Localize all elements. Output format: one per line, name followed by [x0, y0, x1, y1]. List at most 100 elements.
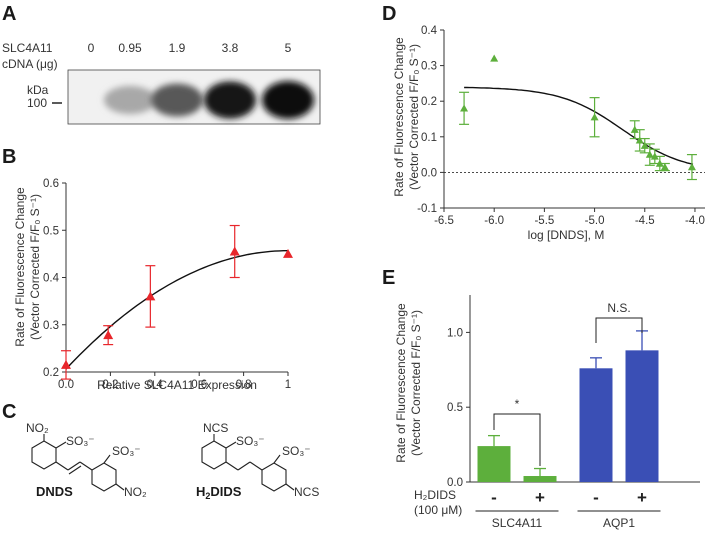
- panel-e-letter: E: [382, 267, 395, 289]
- panel-d-point-5: [640, 141, 649, 149]
- panel-b-plot: 0.0 0.2 0.4 0.6 0.8 10.20.30.40.50.6: [43, 178, 293, 391]
- dnds-bond: [55, 461, 69, 471]
- panel-d-y-tick-label-0: -0.1: [417, 203, 437, 215]
- panel-d: D Rate of Fluorescence Change (Vector Co…: [382, 3, 705, 242]
- lane-label-4: 5: [285, 41, 292, 55]
- dnds-so3-1: SO₃⁻: [66, 434, 95, 448]
- bar-SLC4A11-plus: [523, 476, 557, 482]
- panel-e-y-tick-label-0: 0.0: [447, 477, 463, 489]
- panel-b-x-tick-label-2: 0.4: [147, 379, 164, 391]
- panel-a-row-label-2: cDNA (μg): [2, 57, 58, 71]
- band-lane-3: [204, 81, 256, 119]
- panel-c: C NO₂ SO₃⁻ SO₃⁻ NO₂ DNDS: [2, 401, 319, 501]
- panel-e-y-tick-label-1: 0.5: [447, 402, 463, 414]
- panel-d-x-tick-label-3: -5.0: [585, 215, 605, 227]
- panel-b-x-tick-label-0: 0.0: [58, 379, 74, 391]
- dnds-double-bond-2: [68, 465, 82, 475]
- bar-AQP1-plus: [625, 350, 659, 482]
- bar-3-condition-label: +: [637, 488, 647, 507]
- group-label-1: AQP1: [603, 516, 635, 530]
- panel-b-x-tick-label-3: 0.6: [191, 379, 207, 391]
- panel-d-letter: D: [382, 3, 396, 25]
- panel-b-y-tick-label-3: 0.5: [43, 225, 59, 237]
- panel-e-ylabel-2: (Vector Corrected F/F₀ S⁻¹): [409, 310, 423, 456]
- panel-b-point-0: [61, 359, 71, 369]
- panel-e-inhibitor-label-2: (100 μM): [414, 503, 462, 517]
- panel-d-plot: -6.5 -6.0 -5.5 -5.0 -4.5 -4.0 -0.1 0.0 0.1 0.2 0.3…: [417, 25, 705, 227]
- dnds-so3-bond-1: [55, 441, 67, 449]
- panel-b-fit-curve: [65, 250, 288, 370]
- dnds-no2-2: NO₂: [124, 485, 147, 499]
- panel-b-y-tick-label-1: 0.3: [43, 320, 59, 332]
- panel-b-x-tick-label-4: 0.8: [236, 379, 252, 391]
- h2dids-so3-bond-1: [225, 441, 237, 449]
- panel-b-point-1: [103, 330, 114, 340]
- panel-b-x-tick-label-1: 0.2: [102, 379, 118, 391]
- bar-1-condition-label: +: [535, 488, 545, 507]
- panel-d-y-tick-label-2: 0.1: [421, 132, 437, 144]
- group-label-0: SLC4A11: [492, 516, 543, 530]
- panel-d-point-10: [687, 163, 696, 171]
- dnds-no2-bond-2: [115, 483, 125, 491]
- panel-e-y-tick-label-2: 1.0: [447, 327, 463, 339]
- dnds-double-bond-1: [67, 461, 81, 471]
- bar-0-condition-label: -: [491, 488, 497, 507]
- panel-d-point-2: [590, 113, 599, 121]
- h2dids-structure: [201, 434, 295, 492]
- lane-label-3: 3.8: [222, 41, 239, 55]
- panel-d-point-4: [635, 136, 644, 144]
- h2dids-so3-1: SO₃⁻: [236, 434, 265, 448]
- panel-d-x-tick-label-4: -4.5: [635, 215, 655, 227]
- panel-b-ylabel-2: (Vector Corrected F/F₀ S⁻¹): [28, 194, 42, 340]
- panel-d-y-tick-label-1: 0.0: [421, 167, 437, 179]
- panel-a-lane-labels: 0 0.95 1.9 3.8 5: [88, 41, 292, 55]
- dnds-name: DNDS: [36, 484, 73, 499]
- panel-d-ylabel-2: (Vector Corrected F/F₀ S⁻¹): [407, 44, 421, 190]
- lane-label-2: 1.9: [169, 41, 186, 55]
- panel-a-marker-label: 100: [27, 96, 47, 110]
- band-lane-4: [262, 81, 314, 119]
- dnds-bond-2: [79, 461, 93, 471]
- panel-d-ylabel-1: Rate of Fluorescence Change: [392, 37, 406, 197]
- h2dids-ncs-bond-2: [285, 483, 295, 491]
- band-lane-1: [104, 85, 156, 115]
- h2dids-so3-bond-2: [273, 454, 281, 464]
- panel-d-point-7: [650, 152, 659, 160]
- dnds-so3-2: SO₃⁻: [112, 444, 141, 458]
- h2dids-name-sub: 2: [205, 491, 210, 501]
- panel-b: B Rate of Fluorescence Change (Vector Co…: [2, 146, 293, 392]
- h2dids-ncs-2: NCS: [294, 485, 319, 499]
- panel-d-point-8: [655, 159, 664, 167]
- panel-d-point-1: [490, 54, 499, 62]
- panel-d-x-tick-label-5: -4.0: [685, 215, 705, 227]
- panel-d-point-9: [660, 163, 669, 171]
- bar-SLC4A11-minus: [477, 446, 511, 482]
- panel-a: A SLC4A11 cDNA (μg) 0 0.95 1.9 3.8 5 kDa 100: [2, 3, 321, 125]
- panel-d-xlabel: log [DNDS], M: [528, 228, 605, 242]
- panel-d-point-0: [460, 104, 469, 112]
- h2dids-ring-2: [261, 462, 287, 492]
- bar-2-condition-label: -: [593, 488, 599, 507]
- panel-b-ylabel-1: Rate of Fluorescence Change: [13, 187, 27, 347]
- panel-d-x-tick-label-1: -6.0: [484, 215, 504, 227]
- panel-e: E Rate of Fluorescence Change (Vector Co…: [382, 267, 700, 530]
- h2dids-name: H2DIDS: [196, 484, 242, 501]
- western-blot-bands: [104, 81, 314, 119]
- panel-b-point-4: [283, 248, 293, 258]
- panel-d-fit-curve: [464, 86, 694, 165]
- panel-d-point-3: [630, 125, 639, 133]
- panel-b-y-tick-label-0: 0.2: [43, 367, 59, 379]
- band-lane-2: [151, 83, 203, 117]
- dnds-so3-bond-2: [103, 454, 111, 464]
- dnds-structure: [31, 434, 125, 492]
- h2dids-ncs-1: NCS: [203, 421, 228, 435]
- panel-e-plot: 0.0 0.5 1.0 - + - + SLC4A11 AQP1 * N.S.: [447, 295, 700, 530]
- sig-aqp1-label: N.S.: [607, 301, 630, 315]
- panel-b-point-2: [145, 291, 156, 301]
- sig-slc4a11-label: *: [515, 397, 520, 411]
- panel-b-point-3: [229, 246, 240, 256]
- bar-AQP1-minus: [579, 368, 613, 482]
- panel-e-inhibitor-label-1: H₂DIDS: [414, 488, 456, 502]
- panel-b-xlabel: Relative SLC4A11 Expression: [97, 378, 257, 392]
